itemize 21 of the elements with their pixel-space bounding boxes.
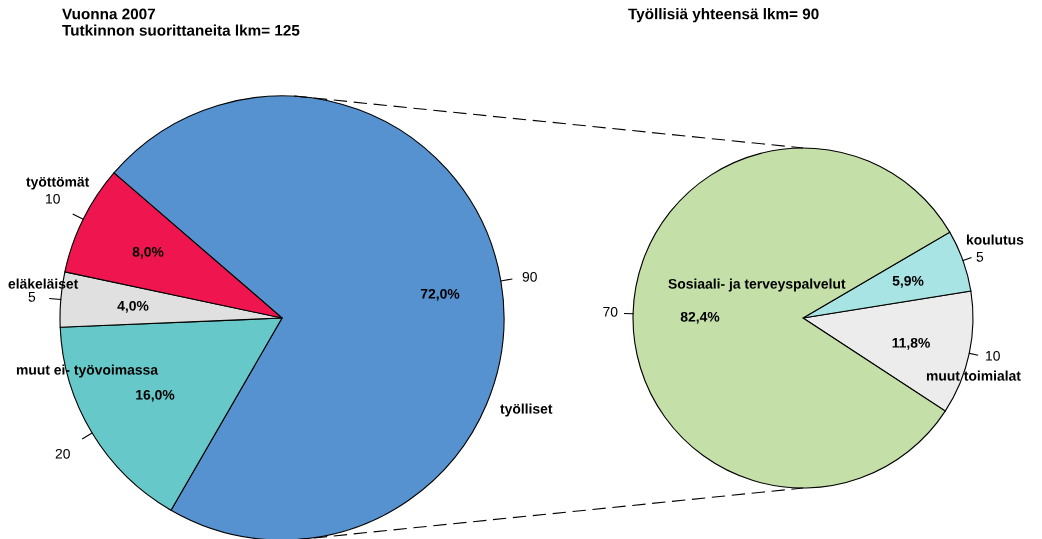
data-label: 70: [603, 306, 618, 317]
data-label: 10: [46, 193, 60, 204]
slice-label: työlliset: [500, 403, 553, 417]
data-label: 90: [522, 271, 537, 282]
slice-label: Sosiaali- ja terveyspalvelut: [668, 278, 846, 292]
data-label: 5: [976, 252, 984, 262]
text: 72,0%: [420, 288, 460, 301]
slice-label: työttömät: [26, 176, 90, 190]
text: 5,9%: [892, 275, 924, 288]
text: 16,0%: [136, 389, 175, 402]
text: 8,0%: [132, 246, 164, 259]
chart-title: Työllisiä yhteensä lkm= 90: [628, 8, 819, 23]
text: 82,4%: [680, 311, 720, 324]
text: 11,8%: [892, 337, 930, 350]
text: 4,0%: [117, 300, 149, 313]
slice-label: koulutus: [966, 234, 1024, 245]
data-label: 5: [28, 292, 36, 302]
chart-title: Vuonna 2007 Tutkinnon suorittaneita lkm= 125: [62, 8, 300, 36]
data-label: 10: [986, 350, 1000, 361]
data-label: 20: [55, 448, 70, 459]
slice-label: muut toimialat: [926, 370, 1021, 381]
